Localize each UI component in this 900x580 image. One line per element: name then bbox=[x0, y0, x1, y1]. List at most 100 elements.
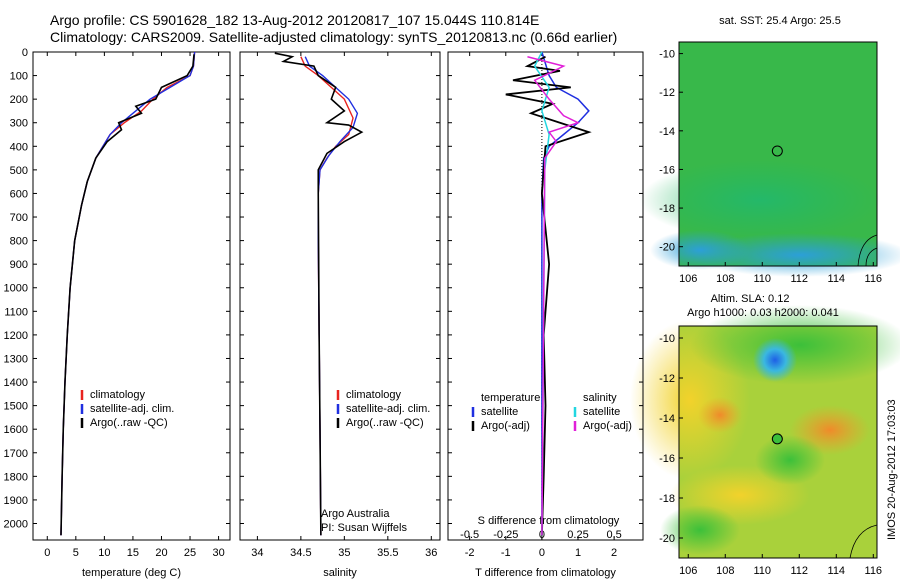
map-x-tick-label: 116 bbox=[865, 565, 883, 577]
y-tick-label: 100 bbox=[10, 71, 28, 83]
map-y-tick-label: -10 bbox=[659, 333, 675, 345]
x-axis-label: temperature (deg C) bbox=[82, 567, 181, 579]
sst-map-axes: 106 108 110 112 114 116 -10 -12 -14 -16 -18 -20 bbox=[659, 49, 882, 285]
series-line-argo bbox=[60, 54, 195, 536]
annotation-text: PI: Susan Wijffels bbox=[321, 522, 407, 534]
legend-label: satellite bbox=[583, 406, 620, 418]
diff-series-line bbox=[527, 55, 580, 536]
legend-header-salinity: salinity bbox=[583, 392, 617, 404]
x-tick-label: 15 bbox=[127, 547, 139, 559]
y-tick-label: 1500 bbox=[4, 401, 28, 413]
y-tick-label: 200 bbox=[10, 94, 28, 106]
legend-label: satellite-adj. clim. bbox=[90, 403, 174, 415]
imos-timestamp: IMOS 20-Aug-2012 17:03:03 bbox=[886, 399, 898, 540]
sla-map-subtitle: Argo h1000: 0.03 h2000: 0.041 bbox=[687, 307, 839, 319]
map-x-tick-label: 106 bbox=[679, 565, 697, 577]
map-x-tick-label: 110 bbox=[753, 565, 771, 577]
y-tick-label: 700 bbox=[10, 212, 28, 224]
series-line-climatology bbox=[60, 51, 196, 536]
map-x-tick-label: 114 bbox=[828, 273, 846, 285]
s-diff-axis-label: S difference from climatology bbox=[478, 515, 620, 527]
legend-label: satellite bbox=[481, 406, 518, 418]
profile-panel-1: 0100200300400500600700800900100011001200… bbox=[4, 47, 231, 579]
x-tick-label: 35.5 bbox=[377, 547, 398, 559]
x-tick-label: 2 bbox=[611, 547, 617, 559]
x-tick-label: 36 bbox=[425, 547, 437, 559]
legend-label: climatology bbox=[90, 389, 146, 401]
s-diff-tick-label: -0.5 bbox=[460, 529, 479, 541]
series-line-satellite bbox=[60, 51, 196, 536]
sla-green-region-sw bbox=[660, 505, 740, 555]
y-tick-label: 1800 bbox=[4, 471, 28, 483]
profile-plots: 0100200300400500600700800900100011001200… bbox=[4, 47, 644, 579]
map-x-tick-label: 108 bbox=[716, 565, 734, 577]
s-diff-tick-label: 0.25 bbox=[567, 529, 588, 541]
map-y-tick-label: -18 bbox=[659, 493, 675, 505]
map-y-tick-label: -20 bbox=[659, 533, 675, 545]
x-tick-label: 1 bbox=[575, 547, 581, 559]
x-tick-label: 25 bbox=[184, 547, 196, 559]
map-x-tick-label: 112 bbox=[791, 565, 809, 577]
map-y-tick-label: -16 bbox=[659, 453, 675, 465]
map-x-tick-label: 114 bbox=[828, 565, 846, 577]
y-tick-label: 800 bbox=[10, 236, 28, 248]
sst-map-frame bbox=[678, 41, 878, 267]
y-tick-label: 2000 bbox=[4, 518, 28, 530]
y-tick-label: 0 bbox=[22, 47, 28, 59]
panel-frame bbox=[239, 51, 441, 541]
x-tick-label: 5 bbox=[73, 547, 79, 559]
y-tick-label: 1000 bbox=[4, 283, 28, 295]
sla-map-title: Altim. SLA: 0.12 bbox=[711, 293, 790, 305]
x-axis-label: T difference from climatology bbox=[475, 567, 616, 579]
y-tick-label: 500 bbox=[10, 165, 28, 177]
x-tick-label: 34 bbox=[251, 547, 263, 559]
y-tick-label: 1300 bbox=[4, 353, 28, 365]
profile-panel-2: 34 34.5 35 35.5 36 salinity climatology satelli… bbox=[239, 51, 441, 579]
legend-label: Argo(..raw -QC) bbox=[346, 417, 424, 429]
sst-float-marker bbox=[771, 145, 783, 157]
figure-title-line1: Argo profile: CS 5901628_182 13-Aug-2012… bbox=[50, 12, 540, 28]
legend-label: Argo(-adj) bbox=[481, 420, 530, 432]
map-x-tick-label: 116 bbox=[865, 273, 883, 285]
sla-coastline bbox=[849, 524, 878, 559]
x-tick-label: 0 bbox=[44, 547, 50, 559]
x-tick-label: -2 bbox=[465, 547, 475, 559]
map-x-tick-label: 112 bbox=[791, 273, 809, 285]
y-tick-label: 300 bbox=[10, 118, 28, 130]
legend-label: Argo(-adj) bbox=[583, 420, 632, 432]
map-x-tick-label: 110 bbox=[753, 273, 771, 285]
legend-label: satellite-adj. clim. bbox=[346, 403, 430, 415]
panel-frame bbox=[447, 51, 644, 541]
profile-panel-3: -2 -1 0 1 2 T difference from climatology -0.5… bbox=[447, 51, 644, 579]
y-tick-label: 1200 bbox=[4, 330, 28, 342]
x-tick-label: 10 bbox=[98, 547, 110, 559]
figure-title-line2: Climatology: CARS2009. Satellite-adjuste… bbox=[50, 29, 618, 45]
y-tick-label: 600 bbox=[10, 188, 28, 200]
map-y-tick-label: -14 bbox=[659, 413, 675, 425]
sst-cool-region bbox=[640, 160, 880, 240]
legend-label: Argo(..raw -QC) bbox=[90, 417, 168, 429]
y-tick-label: 1900 bbox=[4, 495, 28, 507]
y-tick-label: 1600 bbox=[4, 424, 28, 436]
y-tick-label: 1100 bbox=[4, 306, 28, 318]
map-y-tick-label: -20 bbox=[659, 242, 675, 254]
legend-label: climatology bbox=[346, 389, 402, 401]
diff-series-line bbox=[505, 55, 592, 536]
legend-header-temperature: temperature bbox=[481, 392, 540, 404]
sla-low-region bbox=[753, 338, 797, 382]
y-tick-label: 900 bbox=[10, 259, 28, 271]
x-tick-label: 35 bbox=[338, 547, 350, 559]
sla-green-region-south bbox=[755, 435, 825, 485]
x-tick-label: 30 bbox=[212, 547, 224, 559]
map-x-tick-label: 106 bbox=[679, 273, 697, 285]
y-tick-label: 1700 bbox=[4, 448, 28, 460]
sla-green-region bbox=[690, 305, 900, 385]
map-x-tick-label: 108 bbox=[716, 273, 734, 285]
map-y-tick-label: -12 bbox=[659, 87, 675, 99]
x-tick-label: 20 bbox=[155, 547, 167, 559]
map-y-tick-label: -14 bbox=[659, 126, 675, 138]
sst-map: 106 108 110 112 114 116 -10 -12 -14 -16 -18 -20 sat… bbox=[640, 15, 900, 285]
x-tick-label: -1 bbox=[501, 547, 511, 559]
y-tick-label: 1400 bbox=[4, 377, 28, 389]
